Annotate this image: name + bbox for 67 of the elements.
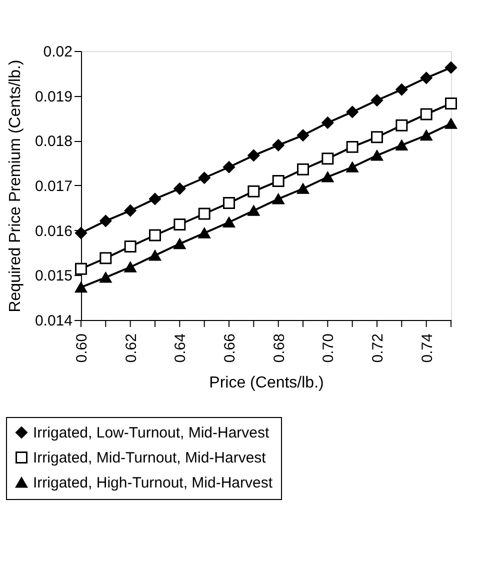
point: [223, 216, 235, 228]
point: [445, 97, 457, 110]
x-tick-label: 0.74: [418, 334, 436, 363]
point: [149, 250, 161, 261]
x-tick-label: 0.66: [222, 334, 238, 363]
point: [371, 131, 383, 144]
point: [346, 106, 358, 118]
point: [272, 139, 284, 152]
point: [445, 118, 457, 129]
point: [396, 119, 408, 132]
point: [297, 183, 309, 194]
point: [272, 194, 284, 204]
y-tick-label: 0.02: [43, 44, 72, 60]
x-tick-label: 0.62: [122, 334, 140, 363]
point: [396, 84, 408, 96]
point: [124, 262, 136, 272]
y-tick-label: 0.019: [34, 88, 72, 106]
point: [198, 172, 210, 184]
legend-label: Irrigated, Low-Turnout, Mid-Harvest: [33, 424, 270, 442]
point: [297, 129, 309, 142]
point: [420, 72, 432, 84]
point: [75, 262, 87, 275]
point: [223, 196, 235, 209]
x-tick-label: 0.64: [172, 334, 190, 363]
point: [100, 272, 112, 283]
point: [149, 192, 161, 205]
point: [445, 62, 457, 74]
point: [371, 94, 383, 106]
point: [174, 182, 186, 195]
x-tick-label: 0.60: [74, 334, 90, 363]
point: [100, 252, 112, 264]
point: [346, 140, 358, 153]
point: [198, 228, 210, 238]
point: [346, 162, 358, 172]
legend-label: Irrigated, Mid-Turnout, Mid-Harvest: [33, 450, 267, 466]
x-axis-title: Price (Cents/lb.): [209, 374, 324, 392]
point: [248, 205, 260, 216]
point: [322, 116, 334, 129]
point: [297, 163, 309, 176]
y-axis-title: Required Price Premium (Cents/lb.): [6, 60, 24, 312]
y-tick-label: 0.016: [34, 222, 72, 240]
point: [75, 282, 87, 293]
point: [248, 185, 260, 198]
point: [396, 140, 408, 150]
point: [223, 161, 235, 174]
legend-label: Irrigated, High-Turnout, Mid-Harvest: [33, 474, 274, 492]
point: [198, 208, 210, 220]
point: [174, 238, 186, 250]
point: [371, 150, 383, 161]
y-tick-label: 0.015: [34, 268, 72, 285]
x-tick-label: 0.72: [370, 334, 386, 363]
x-tick-label: 0.70: [320, 334, 338, 363]
point: [322, 172, 334, 182]
point: [174, 218, 186, 230]
x-tick-label: 0.68: [270, 334, 288, 363]
point: [272, 175, 284, 188]
point: [248, 149, 260, 162]
point: [124, 204, 136, 217]
point: [100, 214, 112, 227]
point: [420, 108, 432, 120]
y-tick-label: 0.017: [34, 178, 72, 195]
y-tick-label: 0.014: [34, 312, 72, 330]
point: [322, 152, 334, 165]
y-tick-label: 0.018: [34, 133, 72, 150]
point: [420, 130, 432, 141]
point: [124, 240, 136, 252]
point: [149, 229, 161, 242]
